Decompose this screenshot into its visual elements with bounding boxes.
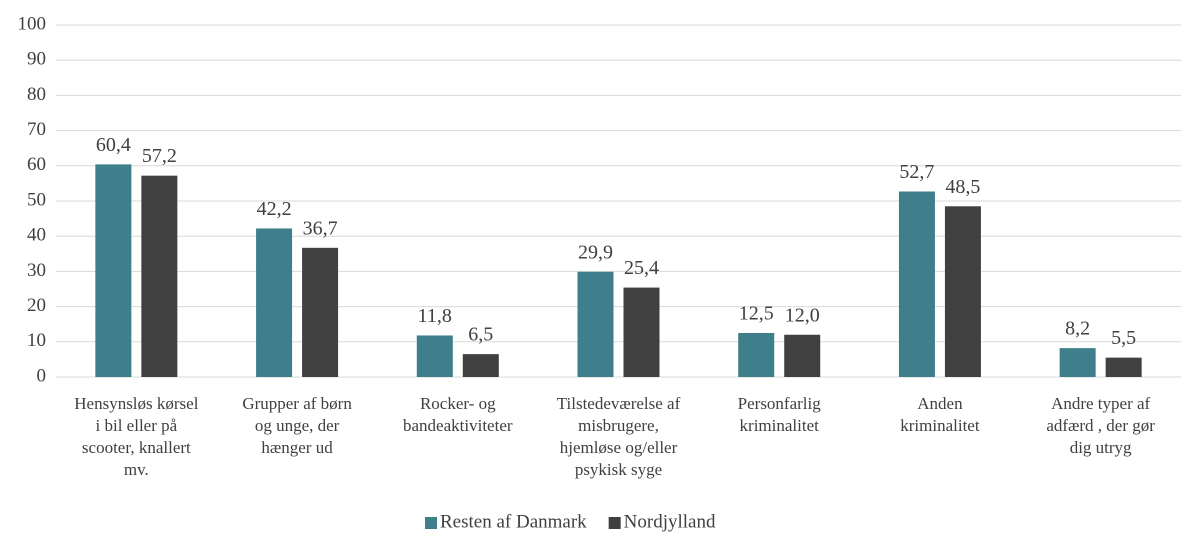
x-tick-label: og unge, der — [255, 416, 340, 435]
x-tick-label: dig utryg — [1070, 438, 1132, 457]
y-tick-label: 40 — [27, 225, 46, 246]
y-tick-label: 10 — [27, 330, 46, 351]
y-tick-label: 20 — [27, 295, 46, 316]
x-tick-label: mv. — [124, 460, 149, 479]
bar — [256, 228, 293, 377]
x-tick-label: kriminalitet — [900, 416, 980, 435]
y-tick-label: 50 — [27, 189, 46, 210]
value-label: 48,5 — [945, 176, 980, 198]
value-label: 29,9 — [578, 241, 613, 263]
value-label: 8,2 — [1065, 318, 1090, 340]
value-label: 6,5 — [468, 324, 493, 346]
y-tick-label: 100 — [18, 13, 47, 34]
y-tick-label: 0 — [37, 365, 47, 386]
x-tick-label: adfærd , der gør — [1046, 416, 1155, 435]
bar — [898, 191, 935, 377]
y-tick-label: 70 — [27, 119, 46, 140]
value-label: 12,0 — [785, 304, 820, 326]
x-tick-label: hjemløse og/eller — [560, 438, 678, 457]
y-tick-label: 30 — [27, 260, 46, 281]
value-label: 11,8 — [418, 305, 452, 327]
legend-swatch — [425, 517, 437, 529]
y-tick-label: 90 — [27, 49, 46, 70]
x-tick-label: scooter, knallert — [82, 438, 191, 457]
x-tick-label: i bil eller på — [96, 416, 178, 435]
value-label: 5,5 — [1111, 327, 1136, 349]
bar — [416, 335, 453, 377]
legend-swatch — [608, 517, 621, 529]
x-tick-label: kriminalitet — [740, 416, 820, 435]
x-tick-label: misbrugere, — [578, 416, 659, 435]
x-tick-label: psykisk syge — [575, 460, 662, 479]
bar — [1059, 348, 1096, 377]
value-label: 25,4 — [624, 257, 659, 279]
bar — [944, 206, 981, 377]
value-label: 60,4 — [96, 134, 131, 156]
value-label: 52,7 — [899, 161, 934, 183]
bar — [302, 247, 339, 377]
x-tick-label: Grupper af børn — [242, 394, 352, 413]
legend-label: Nordjylland — [624, 511, 716, 532]
x-tick-label: Personfarlig — [738, 394, 822, 413]
value-label: 42,2 — [257, 198, 292, 220]
value-label: 12,5 — [739, 303, 774, 325]
bar — [738, 333, 775, 377]
bar — [141, 175, 178, 377]
bar — [95, 164, 132, 377]
value-label: 36,7 — [303, 217, 338, 239]
x-tick-label: hænger ud — [261, 438, 333, 457]
value-label: 57,2 — [142, 145, 177, 167]
bar — [1105, 357, 1142, 377]
bar — [462, 354, 499, 377]
x-tick-label: Rocker- og — [420, 394, 496, 413]
bar — [577, 271, 614, 377]
x-tick-label: Anden — [917, 394, 963, 413]
x-tick-label: Tilstedeværelse af — [557, 394, 681, 413]
bar — [623, 287, 660, 377]
y-tick-label: 60 — [27, 154, 46, 175]
y-tick-label: 80 — [27, 84, 46, 105]
x-tick-label: Andre typer af — [1051, 394, 1150, 413]
x-tick-label: Hensynsløs kørsel — [74, 394, 198, 413]
legend-label: Resten af Danmark — [440, 511, 587, 532]
bar — [784, 334, 821, 377]
x-tick-label: bandeaktiviteter — [403, 416, 513, 435]
